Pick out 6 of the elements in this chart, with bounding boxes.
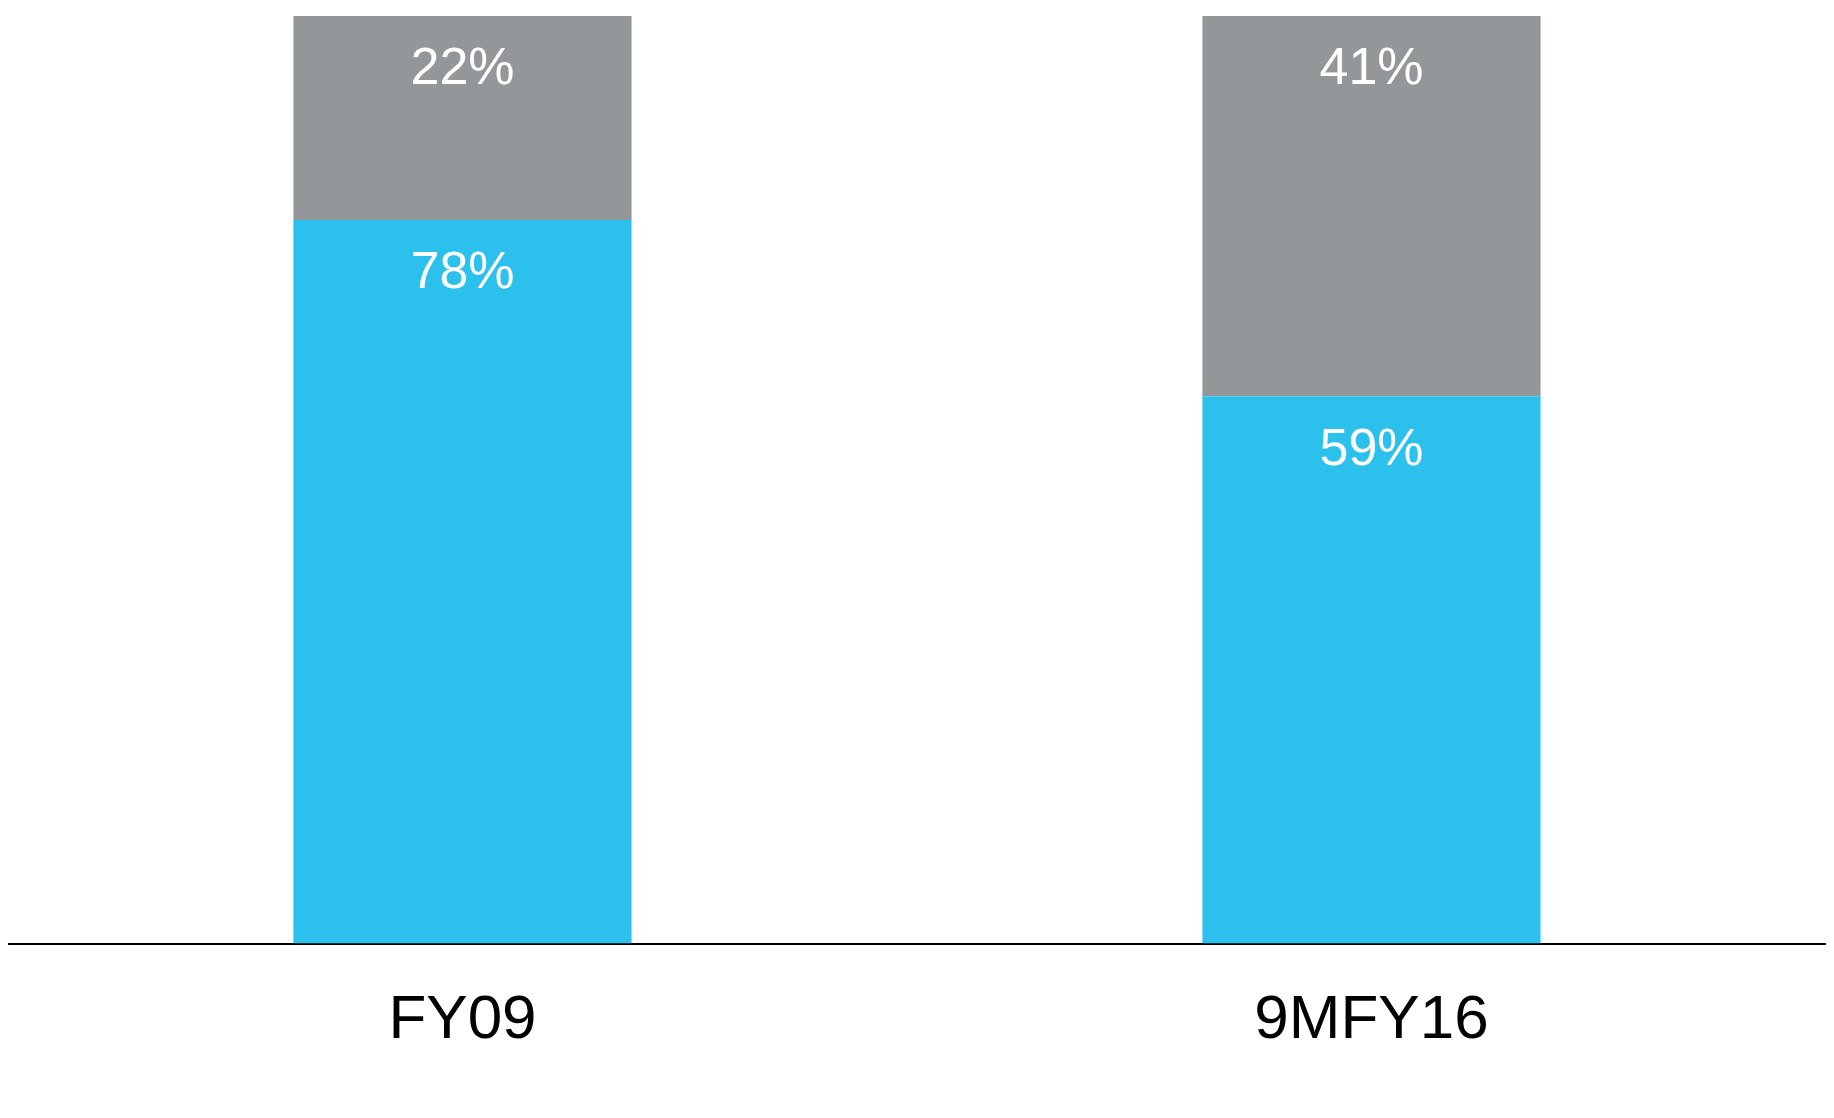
data-label: 41% xyxy=(1319,37,1424,96)
data-label: 22% xyxy=(410,37,515,96)
x-tick-label: FY09 xyxy=(388,981,537,1051)
data-label: 59% xyxy=(1319,417,1424,476)
data-label: 78% xyxy=(410,241,515,300)
x-tick-label: 9MFY16 xyxy=(1254,981,1489,1051)
